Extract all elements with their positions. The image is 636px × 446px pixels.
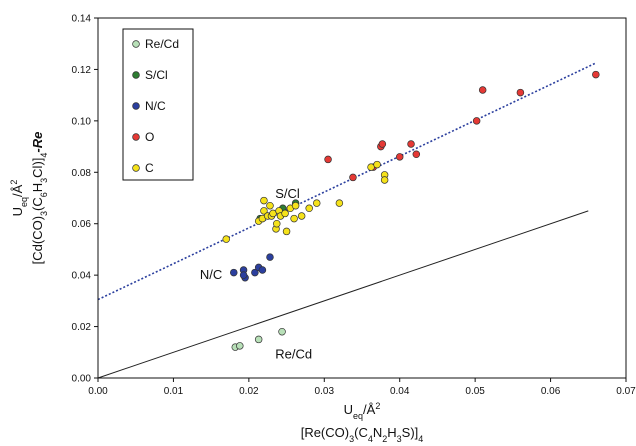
legend-marker <box>132 133 140 141</box>
data-point-o <box>516 88 525 97</box>
data-point-c <box>222 235 230 243</box>
data-point-o <box>412 150 421 159</box>
annotation-label: S/Cl <box>275 186 300 201</box>
x-tick-label: 0.06 <box>541 386 561 397</box>
data-point-o <box>395 153 404 161</box>
y-tick-label: 0.14 <box>72 14 92 25</box>
data-point-c <box>281 209 289 218</box>
data-point-c <box>273 219 281 228</box>
legend: Re/Cd S/Cl N/C O C <box>122 28 194 181</box>
annotation-label: N/C <box>200 267 222 282</box>
annotations: S/Cl N/C Re/Cd <box>200 186 312 362</box>
y-tick-label: 0.04 <box>72 271 92 282</box>
legend-label: O <box>145 130 154 144</box>
x-tick-label: 0.04 <box>390 386 410 397</box>
data-point-c <box>297 212 306 220</box>
x-tick-label: 0.00 <box>88 386 108 397</box>
y-tick-label: 0.08 <box>72 168 92 179</box>
y-tick-label: 0.02 <box>72 322 92 333</box>
y-tick-label: 0.12 <box>72 65 92 76</box>
legend-marker <box>132 102 140 110</box>
data-point-c <box>260 207 268 215</box>
data-point-re-cd <box>236 342 244 350</box>
y-tick-label: 0.10 <box>72 116 92 127</box>
annotation-label: Re/Cd <box>275 347 312 362</box>
data-point-c <box>282 227 291 236</box>
data-point-c <box>312 199 321 207</box>
plot-frame <box>97 17 627 379</box>
data-point-c <box>266 201 274 210</box>
y-axis-title: Ueq/Å2 <box>9 180 29 217</box>
x-axis-subtitle: [Re(CO)3(C4N2H3S)]4 <box>301 425 424 444</box>
data-point-c <box>260 196 268 205</box>
legend-marker <box>132 164 140 172</box>
data-point-o <box>472 117 481 125</box>
data-point-re-cd <box>278 327 286 336</box>
legend-label: Re/Cd <box>145 37 179 51</box>
legend-marker <box>132 71 140 79</box>
y-tick-label: 0.06 <box>72 219 92 230</box>
data-point-c <box>335 199 344 207</box>
data-point-n-c <box>266 253 274 261</box>
data-point-c <box>380 176 389 184</box>
data-point-n-c <box>258 266 267 274</box>
data-point-o <box>349 173 357 182</box>
data-point-o <box>407 140 415 148</box>
x-tick-label: 0.03 <box>315 386 335 397</box>
x-tick-label: 0.07 <box>616 386 636 397</box>
data-point-re-cd <box>254 335 263 344</box>
legend-label: N/C <box>145 99 166 113</box>
y-tick-label: 0.00 <box>72 374 92 385</box>
reference-line <box>97 210 589 379</box>
y-axis-subtitle: [Cd(CO)3(C6H3Cl)]4-Re <box>30 132 49 265</box>
data-point-n-c <box>251 268 259 277</box>
x-tick-label: 0.05 <box>465 386 485 397</box>
axis-labels: Ueq/Å2[Re(CO)3(C4N2H3S)]4Ueq/Å2[Cd(CO)3(… <box>9 132 423 444</box>
data-point-o <box>378 140 387 148</box>
axes <box>97 17 627 379</box>
legend-marker <box>132 40 140 48</box>
x-axis-title: Ueq/Å2 <box>344 401 381 421</box>
data-point-c <box>305 204 313 213</box>
data-point-o <box>324 155 332 164</box>
x-tick-label: 0.02 <box>239 386 259 397</box>
legend-label: S/Cl <box>145 68 168 82</box>
data-points <box>222 70 600 351</box>
legend-label: C <box>145 161 154 175</box>
tick-labels: 0.00 0.01 0.02 0.03 0.04 0.05 0.06 0.07 0.00 0.02… <box>72 14 636 398</box>
data-point-o <box>592 70 600 79</box>
data-point-c <box>373 160 381 169</box>
data-point-o <box>478 86 487 94</box>
data-point-c <box>290 214 298 223</box>
data-point-c <box>291 201 300 210</box>
data-point-n-c <box>239 271 248 279</box>
x-tick-label: 0.01 <box>164 386 184 397</box>
fit-lines <box>97 62 597 379</box>
data-point-n-c <box>230 268 238 277</box>
